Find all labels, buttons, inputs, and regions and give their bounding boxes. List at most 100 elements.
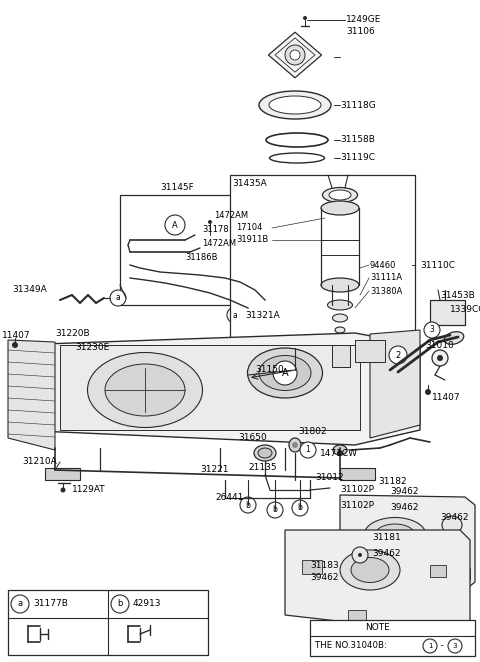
Text: 31119C: 31119C xyxy=(340,154,375,162)
Text: 21135: 21135 xyxy=(248,463,276,473)
Circle shape xyxy=(448,639,462,653)
Polygon shape xyxy=(8,340,55,450)
Text: 31150: 31150 xyxy=(255,365,284,375)
Circle shape xyxy=(285,45,305,65)
Bar xyxy=(120,195,295,305)
Circle shape xyxy=(267,502,283,518)
Text: b: b xyxy=(298,504,302,512)
Circle shape xyxy=(110,290,126,306)
Text: a: a xyxy=(116,293,120,303)
Circle shape xyxy=(165,215,185,235)
Bar xyxy=(302,560,322,574)
Text: -: - xyxy=(438,641,446,651)
Text: 2: 2 xyxy=(396,350,401,359)
Text: a: a xyxy=(233,310,238,320)
Circle shape xyxy=(60,487,65,493)
Text: 94460: 94460 xyxy=(370,261,396,269)
Ellipse shape xyxy=(254,445,276,461)
Text: b: b xyxy=(246,500,251,510)
Text: A: A xyxy=(282,368,288,378)
Bar xyxy=(452,568,470,580)
Text: 31181: 31181 xyxy=(372,534,401,542)
Ellipse shape xyxy=(375,524,415,546)
Circle shape xyxy=(11,595,29,613)
Text: 1129AT: 1129AT xyxy=(72,485,106,495)
Text: A: A xyxy=(172,220,178,230)
Polygon shape xyxy=(340,495,475,590)
Text: 1339CC: 1339CC xyxy=(450,305,480,314)
Ellipse shape xyxy=(323,187,358,203)
Bar xyxy=(430,300,465,325)
Text: a: a xyxy=(17,600,23,608)
Bar xyxy=(45,468,80,480)
Ellipse shape xyxy=(444,332,464,344)
Polygon shape xyxy=(15,333,420,445)
Circle shape xyxy=(12,342,18,348)
Text: 17104: 17104 xyxy=(236,224,263,232)
Text: 1249GE: 1249GE xyxy=(346,15,382,24)
Text: 31111A: 31111A xyxy=(370,273,402,283)
Text: 31230E: 31230E xyxy=(75,344,109,352)
Ellipse shape xyxy=(259,355,311,391)
Circle shape xyxy=(423,639,437,653)
Bar xyxy=(230,175,415,350)
Text: 42913: 42913 xyxy=(133,600,161,608)
Bar xyxy=(340,468,375,480)
Ellipse shape xyxy=(321,201,359,215)
Circle shape xyxy=(352,547,368,563)
Bar xyxy=(348,610,366,622)
Text: b: b xyxy=(273,506,277,514)
Text: 39462: 39462 xyxy=(390,487,419,496)
Circle shape xyxy=(425,389,431,395)
Circle shape xyxy=(240,497,256,513)
Text: 31802: 31802 xyxy=(298,428,326,436)
Circle shape xyxy=(432,350,448,366)
Bar xyxy=(355,340,385,362)
Circle shape xyxy=(208,220,212,224)
Text: 3: 3 xyxy=(430,326,434,334)
Ellipse shape xyxy=(327,300,352,310)
Circle shape xyxy=(424,322,440,338)
Polygon shape xyxy=(268,32,322,78)
Text: 1: 1 xyxy=(306,446,311,455)
Text: 31106: 31106 xyxy=(346,28,375,36)
Text: 31349A: 31349A xyxy=(12,285,47,295)
Text: 31220B: 31220B xyxy=(55,328,90,338)
Polygon shape xyxy=(370,330,420,438)
Text: NOTE: NOTE xyxy=(365,624,390,632)
Circle shape xyxy=(290,50,300,60)
Text: 31183: 31183 xyxy=(310,561,339,569)
Text: 3: 3 xyxy=(453,643,457,649)
Text: 31911B: 31911B xyxy=(236,236,268,244)
Text: 31110C: 31110C xyxy=(420,261,455,269)
Ellipse shape xyxy=(248,348,323,398)
Text: 1472AM: 1472AM xyxy=(202,238,236,248)
Text: 1: 1 xyxy=(428,643,432,649)
Text: 31012: 31012 xyxy=(315,473,344,483)
Text: 1472AM: 1472AM xyxy=(214,211,248,220)
Ellipse shape xyxy=(333,314,348,322)
Text: 31177B: 31177B xyxy=(33,600,68,608)
Text: 31435A: 31435A xyxy=(232,179,267,187)
Bar xyxy=(60,345,360,430)
Circle shape xyxy=(437,355,443,361)
Circle shape xyxy=(273,361,297,385)
Ellipse shape xyxy=(269,96,321,114)
Ellipse shape xyxy=(364,518,426,553)
Text: 31118G: 31118G xyxy=(340,101,376,109)
Bar xyxy=(8,590,208,655)
Ellipse shape xyxy=(321,278,359,292)
Text: 1471CW: 1471CW xyxy=(320,448,358,457)
Circle shape xyxy=(337,450,343,456)
Bar xyxy=(352,540,374,554)
Text: 31453B: 31453B xyxy=(440,291,475,299)
Circle shape xyxy=(292,442,298,448)
Text: 31210A: 31210A xyxy=(22,457,57,467)
Circle shape xyxy=(292,500,308,516)
Ellipse shape xyxy=(333,445,347,455)
Text: 31186B: 31186B xyxy=(185,252,217,261)
Text: 31145F: 31145F xyxy=(160,183,194,191)
Bar xyxy=(430,565,446,577)
Ellipse shape xyxy=(87,352,203,428)
Ellipse shape xyxy=(329,190,351,200)
